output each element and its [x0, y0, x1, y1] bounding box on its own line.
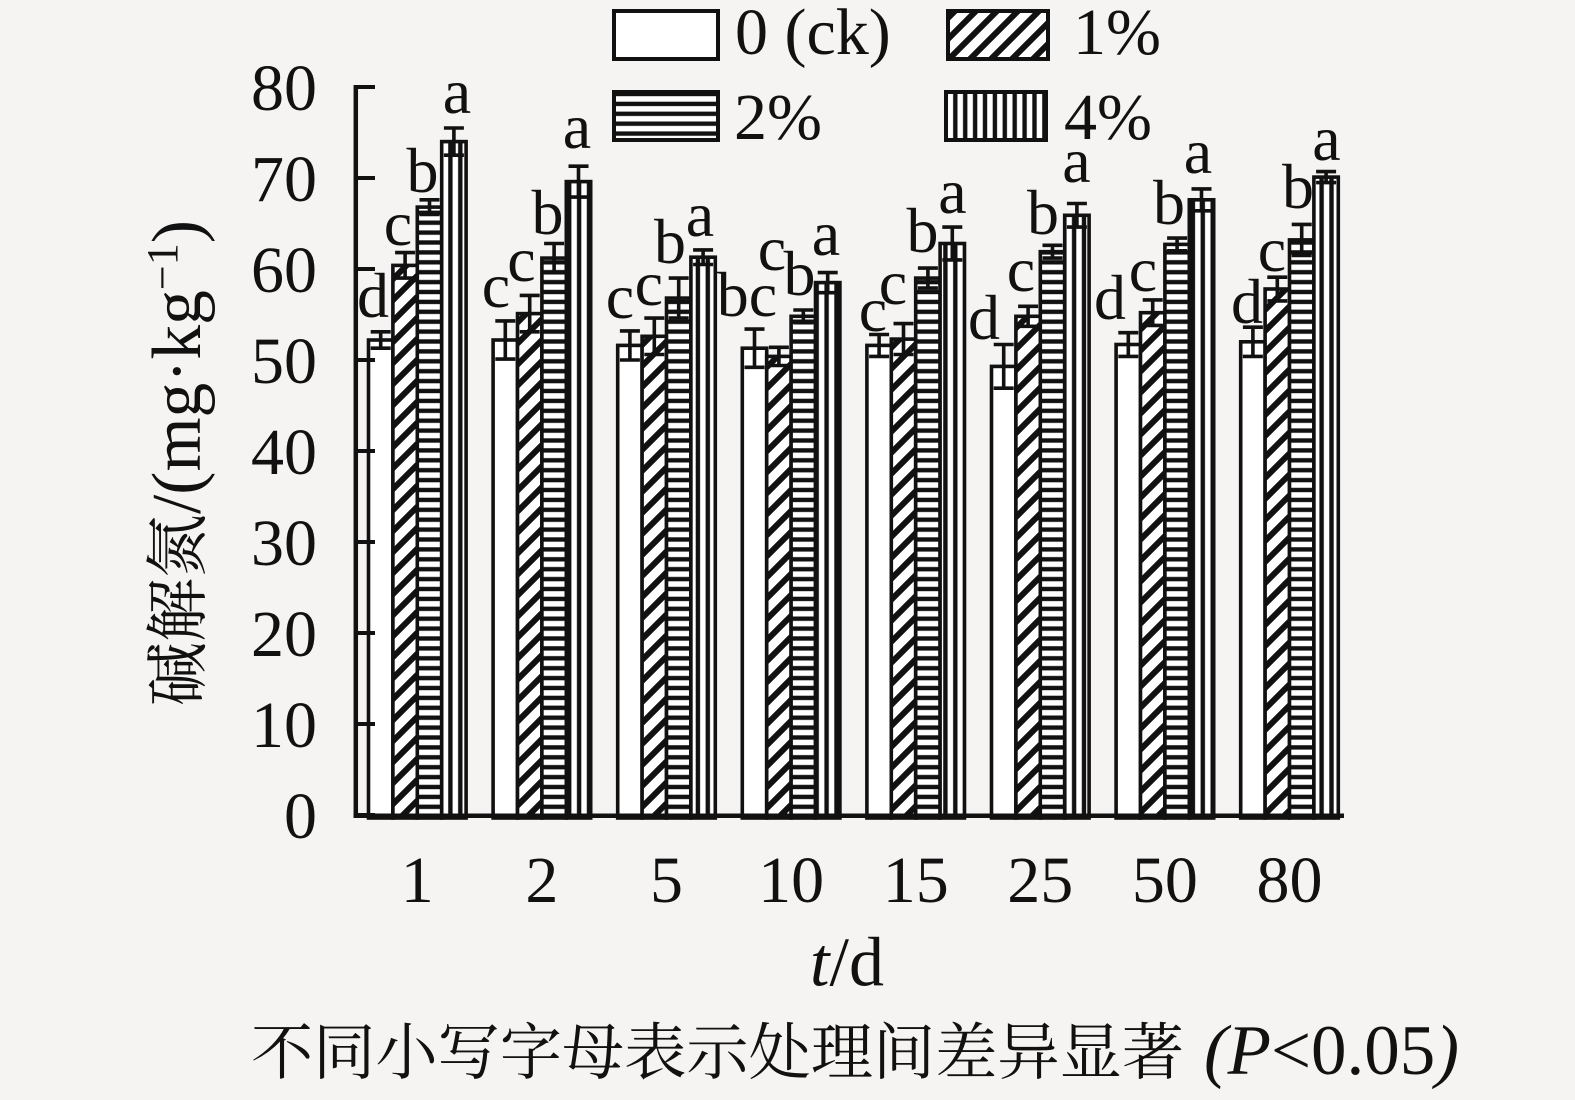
- svg-text:1%: 1%: [1073, 0, 1161, 69]
- svg-text:c: c: [482, 250, 510, 321]
- svg-text:d: d: [1231, 266, 1263, 337]
- svg-text:60: 60: [251, 234, 317, 307]
- svg-text:50: 50: [251, 325, 317, 398]
- svg-text:5: 5: [650, 844, 683, 917]
- svg-text:b: b: [907, 195, 939, 266]
- svg-text:c: c: [1129, 234, 1157, 305]
- svg-text:c: c: [1007, 234, 1035, 305]
- svg-text:a: a: [1312, 103, 1340, 174]
- svg-text:t/d: t/d: [810, 925, 884, 1002]
- svg-text:a: a: [563, 91, 591, 162]
- svg-text:0: 0: [284, 780, 317, 853]
- svg-text:10: 10: [758, 844, 824, 917]
- svg-text:b: b: [1282, 151, 1314, 222]
- svg-text:20: 20: [251, 598, 317, 671]
- svg-text:a: a: [1184, 116, 1212, 187]
- svg-text:c: c: [758, 213, 786, 284]
- svg-text:c: c: [384, 188, 412, 259]
- svg-text:b: b: [1153, 167, 1185, 238]
- svg-text:a: a: [812, 198, 840, 269]
- svg-text:b: b: [532, 177, 564, 248]
- svg-text:c: c: [507, 224, 535, 295]
- svg-text:50: 50: [1132, 844, 1198, 917]
- svg-text:c: c: [606, 261, 634, 332]
- svg-text:b: b: [1027, 177, 1059, 248]
- svg-text:25: 25: [1007, 844, 1073, 917]
- svg-text:d: d: [357, 260, 389, 331]
- svg-text:c: c: [859, 274, 887, 345]
- svg-text:0 (ck): 0 (ck): [735, 0, 891, 69]
- svg-text:4%: 4%: [1064, 81, 1152, 154]
- svg-text:b: b: [654, 206, 686, 277]
- svg-text:b: b: [407, 135, 439, 206]
- svg-text:c: c: [635, 248, 663, 319]
- svg-text:c: c: [879, 247, 907, 318]
- svg-text:a: a: [938, 156, 966, 227]
- svg-text:40: 40: [251, 416, 317, 489]
- svg-text:d: d: [1094, 262, 1126, 333]
- svg-text:30: 30: [251, 507, 317, 580]
- svg-text:(P<0.05): (P<0.05): [1204, 1012, 1459, 1090]
- svg-text:2%: 2%: [734, 81, 822, 154]
- svg-text:d: d: [968, 282, 1000, 353]
- svg-text:a: a: [1062, 125, 1090, 196]
- svg-text:bc: bc: [717, 259, 777, 330]
- svg-text:c: c: [1258, 214, 1286, 285]
- svg-text:1: 1: [401, 844, 434, 917]
- svg-text:80: 80: [1257, 844, 1323, 917]
- svg-text:2: 2: [525, 844, 558, 917]
- svg-text:a: a: [443, 56, 471, 127]
- svg-text:80: 80: [251, 52, 317, 125]
- svg-text:b: b: [784, 238, 816, 309]
- svg-text:a: a: [686, 179, 714, 250]
- svg-text:70: 70: [251, 143, 317, 216]
- svg-text:10: 10: [251, 689, 317, 762]
- svg-text:15: 15: [883, 844, 949, 917]
